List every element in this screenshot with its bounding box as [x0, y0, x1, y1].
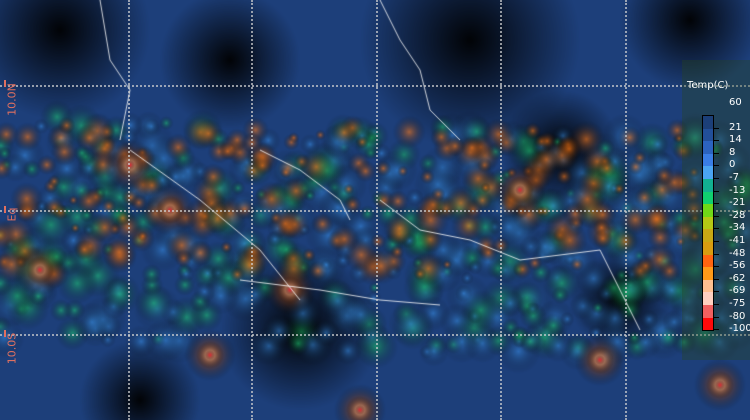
gridline-10s [0, 334, 750, 336]
legend-swatch [703, 128, 713, 142]
legend-label: -100 [729, 323, 750, 335]
legend-tick [714, 241, 719, 242]
legend-swatch [703, 153, 713, 167]
gridline-meridian [500, 0, 502, 420]
legend-label: 14 [729, 134, 742, 146]
lat-label-10s: 10.0S [5, 332, 19, 365]
legend-label: -28 [729, 209, 746, 221]
legend-tick [714, 127, 719, 129]
legend-tick [714, 152, 719, 154]
lat-label-equator: Eq [5, 207, 19, 222]
legend-label: -69 [729, 285, 746, 297]
legend-swatch [703, 317, 713, 331]
legend-tick [714, 165, 719, 167]
legend-label: 0 [729, 159, 736, 171]
gridline-10n [0, 85, 750, 87]
legend-tick [714, 228, 719, 230]
legend-color-bar [702, 115, 714, 332]
legend-tick [714, 215, 719, 217]
temperature-legend: Temp(C) 60 21 14 8 0 -7 -13 -21 -28 -34 -41 -48 -56… [682, 60, 750, 360]
legend-label: 8 [729, 146, 736, 158]
gridline-meridian [251, 0, 253, 420]
legend-label: -34 [729, 222, 746, 234]
legend-tick [714, 253, 719, 255]
legend-label: -7 [729, 172, 739, 183]
legend-label: -48 [729, 247, 746, 259]
legend-top-label: 60 [729, 97, 742, 108]
legend-tick [714, 178, 719, 179]
legend-label: -21 [729, 197, 746, 209]
legend-swatch [703, 191, 713, 205]
legend-tick [714, 291, 719, 293]
legend-label: -62 [729, 272, 746, 284]
legend-tick [714, 190, 719, 192]
legend-tick [714, 316, 719, 318]
legend-label: -80 [729, 310, 746, 322]
legend-tick [714, 203, 719, 205]
legend-swatch [703, 241, 713, 255]
lat-tick [4, 206, 6, 213]
legend-swatch [703, 292, 713, 305]
legend-tick [714, 266, 719, 268]
legend-swatch [703, 229, 713, 242]
legend-tick [714, 304, 719, 305]
legend-swatch [703, 216, 713, 230]
gridline-meridian [376, 0, 378, 420]
lat-tick [4, 330, 6, 337]
legend-swatch [703, 204, 713, 217]
legend-swatch [703, 116, 713, 129]
legend-title: Temp(C) [687, 80, 729, 91]
legend-label: -41 [729, 235, 746, 246]
gridline-meridian [128, 0, 130, 420]
legend-tick [714, 329, 719, 331]
lat-label-10n: 10.0N [5, 83, 19, 116]
legend-swatch [703, 141, 713, 154]
gridline-equator [0, 210, 750, 212]
legend-swatch [703, 254, 713, 268]
legend-swatch [703, 267, 713, 280]
legend-swatch [703, 279, 713, 293]
lat-tick [4, 80, 6, 87]
legend-label: -13 [729, 184, 746, 196]
legend-swatch [703, 178, 713, 192]
legend-label: -56 [729, 260, 746, 272]
legend-label: 21 [729, 121, 742, 133]
legend-label: -75 [729, 298, 746, 309]
legend-swatch [703, 166, 713, 179]
legend-swatch [703, 304, 713, 318]
legend-tick [714, 140, 719, 142]
gridline-meridian [625, 0, 627, 420]
legend-tick [714, 278, 719, 280]
